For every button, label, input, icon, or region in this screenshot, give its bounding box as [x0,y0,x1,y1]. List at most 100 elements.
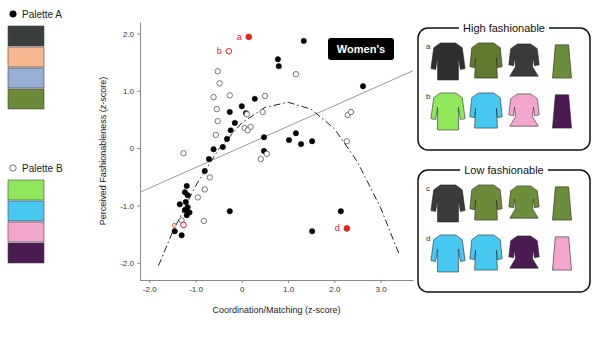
outfit-panel: High fashionableab [418,22,590,150]
chart-svg: -2.0-1.001.02.03.0-2.0-1.001.02.0Coordin… [0,0,596,358]
garment [509,44,539,76]
highlight-label: a [237,32,242,42]
x-tick-label: 1.0 [283,285,295,294]
garment [553,187,572,220]
panel-title: High fashionable [463,22,545,34]
palette-swatch [8,68,44,88]
garment [431,235,465,272]
garment [431,43,465,80]
legend-marker [10,11,16,17]
garment [553,237,572,270]
y-axis-title: Perceived Fashionableness (z-score) [98,77,108,226]
palette-swatch [8,47,44,67]
point [207,175,212,180]
point [244,112,249,117]
trend-curve [159,102,400,265]
point [309,139,314,144]
point [181,151,186,156]
x-tick-mark [288,280,289,283]
x-tick: -1.0 [189,280,203,294]
point [252,96,257,101]
garment [470,185,502,220]
point [177,202,182,207]
point [220,144,225,149]
y-tick: 0 [130,144,140,153]
series-points [172,38,366,238]
point [227,209,232,214]
highlight-label: b [217,46,222,56]
palette-swatch [8,201,44,221]
point [195,195,200,200]
garment [470,235,502,270]
point [260,109,265,114]
row-label: b [426,92,431,101]
garment [553,95,572,128]
point [301,38,306,43]
panel-frame [418,170,590,292]
point [262,93,267,98]
x-tick-label: -1.0 [189,285,203,294]
point [202,168,207,173]
point [214,106,219,111]
x-tick: 1.0 [283,280,295,294]
title-background [328,38,394,60]
point [215,118,220,123]
y-tick-label: -2.0 [120,259,134,268]
x-tick-mark [381,280,382,283]
point [309,229,314,234]
point [184,183,189,188]
point [201,218,206,223]
point [227,109,232,114]
point [184,213,189,218]
point [360,84,365,89]
panel-title-background [459,22,549,34]
point [206,156,211,161]
fit-line [140,71,413,193]
point [275,57,280,62]
highlight-label: c [172,220,177,230]
series-points [179,69,354,224]
y-tick-label: 0 [130,144,135,153]
point [286,137,291,142]
point [245,128,250,133]
palette-swatch [8,180,44,200]
y-tick-label: -1.0 [120,202,134,211]
point [211,147,216,152]
row-label: d [426,234,430,243]
y-tick: 1.0 [123,87,140,96]
y-tick: 2.0 [123,30,140,39]
highlight-points [181,34,350,231]
y-tick-mark [137,148,140,149]
panel-frame [418,28,590,150]
panel-title: Low fashionable [464,164,544,176]
x-tick-mark [196,280,197,283]
x-tick-label: 2.0 [329,285,341,294]
point [228,128,233,133]
y-axis-line [140,23,141,281]
legend-label: Palette B [22,163,63,174]
y-tick-label: 1.0 [123,87,135,96]
garment [431,185,465,222]
palette-swatch [8,243,44,263]
point [217,81,222,86]
x-tick-label: 3.0 [376,285,388,294]
x-tick: 0 [240,280,245,294]
legend-label: Palette A [22,9,62,20]
highlight-point [344,226,350,232]
point [227,93,232,98]
outfit-panel: Low fashionable c d [418,164,590,292]
x-tick-label: -2.0 [143,285,157,294]
highlight-point [246,34,252,40]
point [261,135,266,140]
y-tick: -1.0 [120,202,140,211]
point [239,104,244,109]
legend: Palette A Palette B [8,9,63,264]
garment [509,94,539,126]
title: Women's [337,43,385,55]
row-label: c [426,184,430,193]
point [276,63,281,68]
garment [553,45,572,78]
x-tick: -2.0 [143,280,157,294]
point [185,192,190,197]
point [264,151,269,156]
